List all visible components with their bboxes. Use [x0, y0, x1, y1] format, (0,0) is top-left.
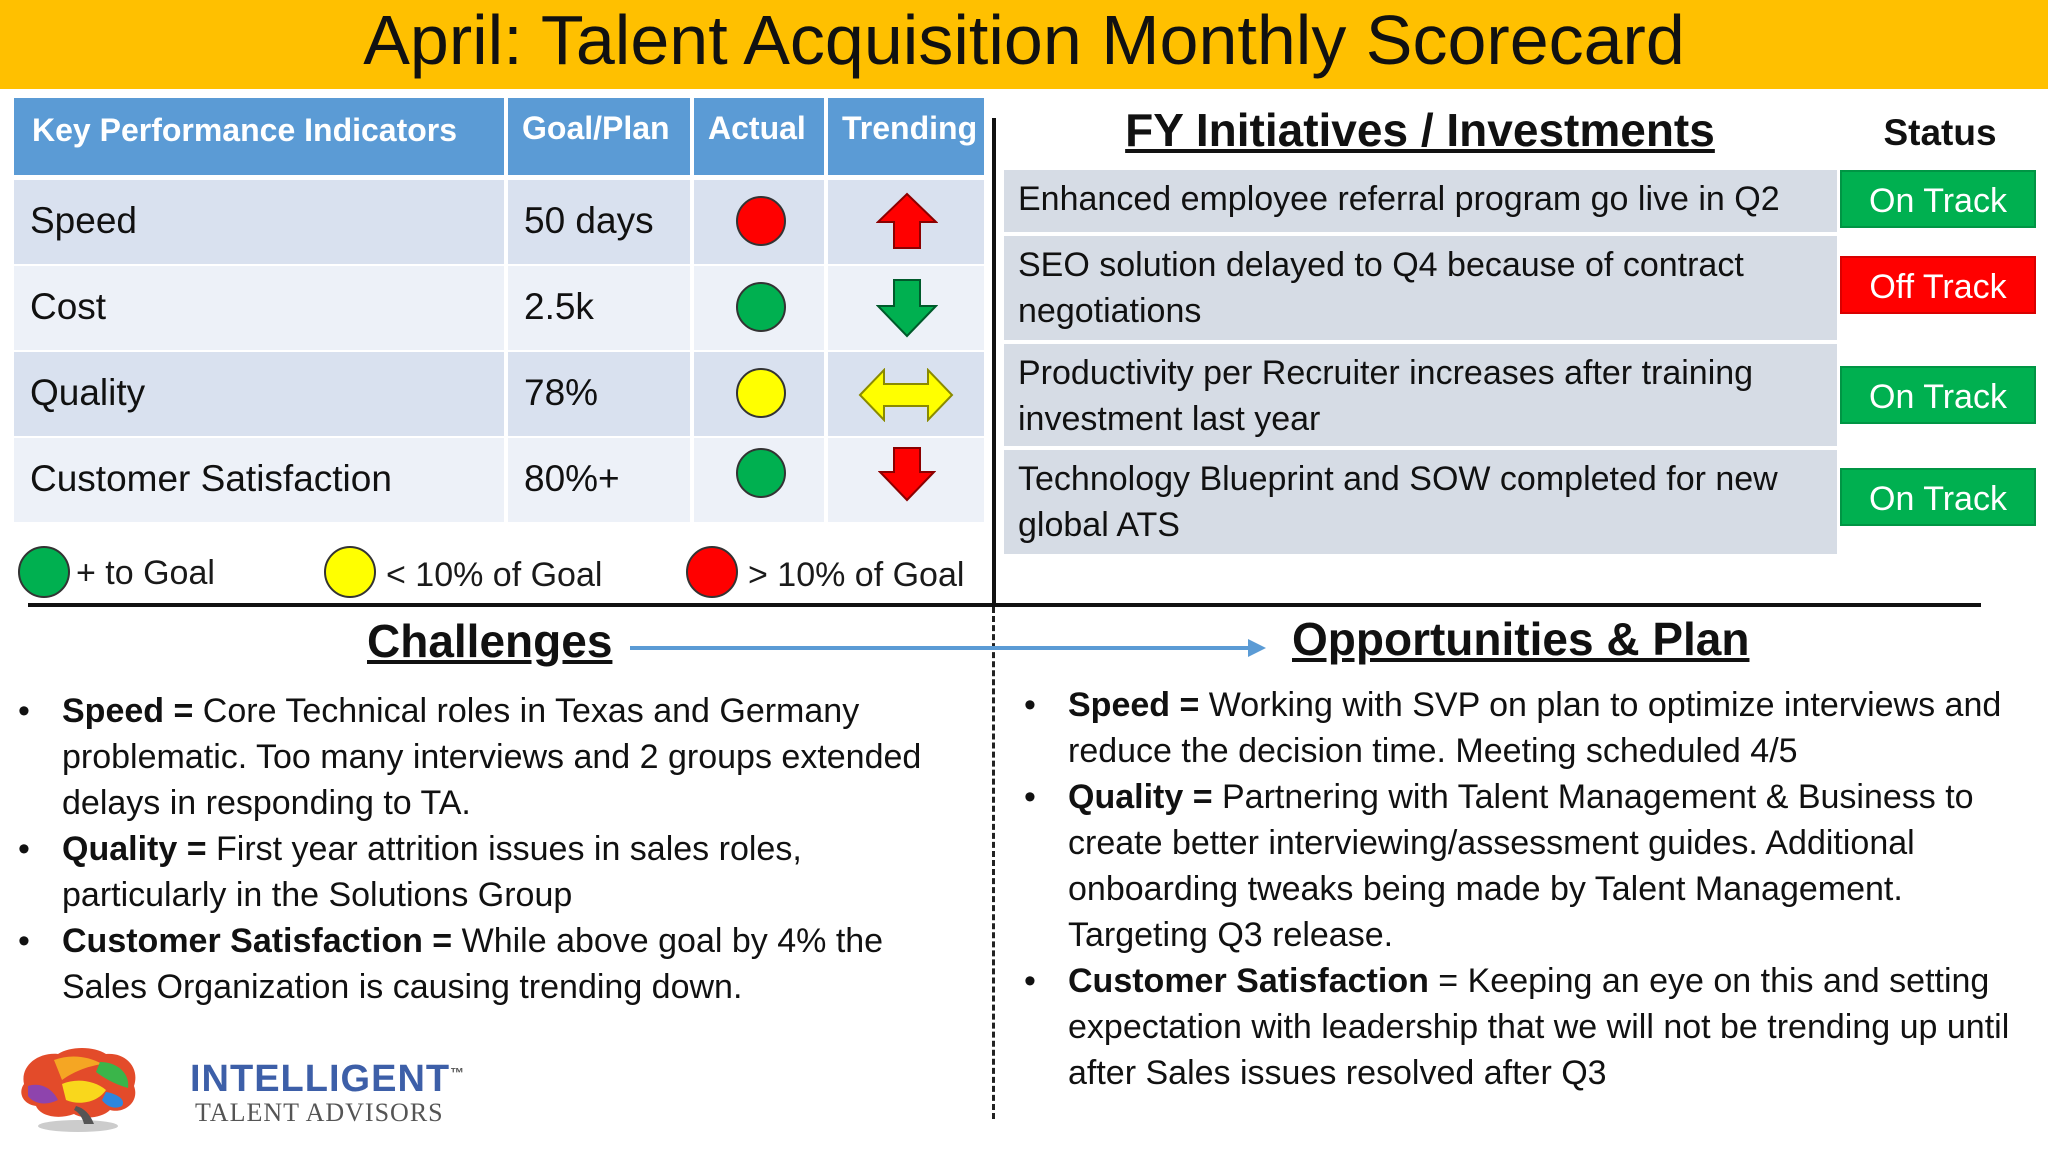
left-right-arrow-icon	[858, 368, 954, 422]
initiative-text: SEO solution delayed to Q4 because of co…	[1018, 246, 1744, 330]
kpi-row-speed: Speed 50 days	[14, 180, 984, 264]
kpi-row-quality: Quality 78%	[14, 352, 984, 436]
up-arrow-icon	[876, 192, 938, 249]
list-item: • Customer Satisfaction = While above goa…	[14, 918, 974, 1010]
opportunities-title: Opportunities & Plan	[1292, 613, 1750, 665]
page-title: April: Talent Acquisition Monthly Scorec…	[363, 1, 1685, 79]
status-badge-on-track: On Track	[1840, 366, 2036, 424]
bullet-icon: •	[18, 830, 30, 868]
list-item: • Customer Satisfaction = Keeping an eye …	[1020, 958, 2030, 1096]
initiative-row: Productivity per Recruiter increases aft…	[1004, 344, 1837, 446]
initiative-row: Technology Blueprint and SOW completed f…	[1004, 450, 1837, 554]
kpi-goal: 80%+	[524, 458, 620, 499]
kpi-row-cost: Cost 2.5k	[14, 266, 984, 350]
kpi-header-trending: Trending	[828, 98, 984, 175]
kpi-row-customer-satisfaction: Customer Satisfaction 80%+	[14, 438, 984, 522]
green-legend-dot-icon	[18, 546, 70, 598]
kpi-goal: 2.5k	[524, 286, 594, 327]
bullet-icon: •	[1024, 686, 1036, 724]
horizontal-divider	[28, 603, 1981, 607]
kpi-table: Key Performance Indicators Goal/Plan Act…	[14, 98, 984, 524]
initiative-text: Enhanced employee referral program go li…	[1018, 180, 1780, 218]
bullet-icon: •	[1024, 778, 1036, 816]
status-badge-on-track: On Track	[1840, 170, 2036, 228]
kpi-name: Speed	[30, 200, 137, 241]
bullet-icon: •	[18, 922, 30, 960]
right-arrow-icon	[630, 639, 1266, 657]
opportunities-list: • Speed = Working with SVP on plan to opt…	[1020, 682, 2030, 1096]
kpi-goal: 78%	[524, 372, 599, 413]
brain-logo-icon	[21, 1048, 136, 1132]
initiative-row: Enhanced employee referral program go li…	[1004, 170, 1837, 232]
bullet-icon: •	[1024, 962, 1036, 1000]
kpi-header-actual: Actual	[694, 98, 824, 175]
initiative-text: Technology Blueprint and SOW completed f…	[1018, 460, 1778, 544]
logo-tagline: TALENT ADVISORS	[195, 1098, 444, 1127]
bullet-icon: •	[18, 692, 30, 730]
green-status-dot-icon	[736, 282, 786, 332]
red-status-dot-icon	[736, 196, 786, 246]
down-arrow-icon	[876, 279, 938, 338]
status-header: Status	[1883, 112, 1997, 153]
kpi-name: Cost	[30, 286, 107, 327]
logo-name: INTELLIGENT™	[190, 1058, 466, 1100]
legend-item-red: > 10% of Goal	[686, 546, 976, 598]
green-status-dot-icon	[736, 448, 786, 498]
initiatives-title: FY Initiatives / Investments	[1125, 104, 1715, 156]
vertical-divider	[992, 118, 996, 607]
kpi-goal: 50 days	[524, 200, 654, 241]
legend-item-yellow: < 10% of Goal	[324, 546, 614, 598]
initiative-text: Productivity per Recruiter increases aft…	[1018, 354, 1754, 438]
status-badge-on-track: On Track	[1840, 468, 2036, 526]
list-item: • Speed = Working with SVP on plan to opt…	[1020, 682, 2030, 774]
kpi-header-goal: Goal/Plan	[508, 98, 690, 175]
red-legend-dot-icon	[686, 546, 738, 598]
list-item: • Speed = Core Technical roles in Texas a…	[14, 688, 974, 826]
down-arrow-icon	[878, 447, 936, 502]
list-item: • Quality = First year attrition issues i…	[14, 826, 974, 918]
yellow-legend-dot-icon	[324, 546, 376, 598]
list-item: • Quality = Partnering with Talent Manage…	[1020, 774, 2030, 958]
title-banner	[0, 0, 2048, 89]
kpi-header-indicator: Key Performance Indicators	[14, 98, 504, 175]
dashed-divider	[992, 607, 995, 1119]
challenges-list: • Speed = Core Technical roles in Texas a…	[14, 688, 974, 1010]
legend-item-green: + to Goal	[18, 546, 248, 598]
status-badge-off-track: Off Track	[1840, 256, 2036, 314]
yellow-status-dot-icon	[736, 368, 786, 418]
kpi-name: Customer Satisfaction	[30, 458, 392, 499]
challenges-title: Challenges	[367, 615, 613, 667]
initiative-row: SEO solution delayed to Q4 because of co…	[1004, 236, 1837, 340]
kpi-name: Quality	[30, 372, 146, 413]
